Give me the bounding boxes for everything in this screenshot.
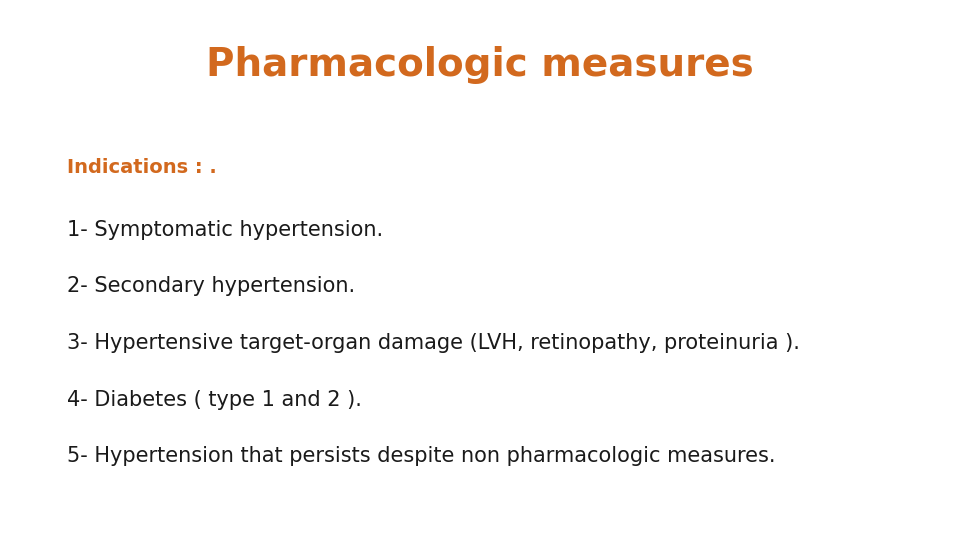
Text: 4- Diabetes ( type 1 and 2 ).: 4- Diabetes ( type 1 and 2 ). bbox=[67, 389, 362, 410]
Text: 1- Symptomatic hypertension.: 1- Symptomatic hypertension. bbox=[67, 219, 383, 240]
Text: 2- Secondary hypertension.: 2- Secondary hypertension. bbox=[67, 276, 355, 296]
Text: 3- Hypertensive target-organ damage (LVH, retinopathy, proteinuria ).: 3- Hypertensive target-organ damage (LVH… bbox=[67, 333, 800, 353]
Text: Indications : .: Indications : . bbox=[67, 158, 217, 177]
Text: 5- Hypertension that persists despite non pharmacologic measures.: 5- Hypertension that persists despite no… bbox=[67, 446, 776, 467]
Text: Pharmacologic measures: Pharmacologic measures bbox=[206, 46, 754, 84]
